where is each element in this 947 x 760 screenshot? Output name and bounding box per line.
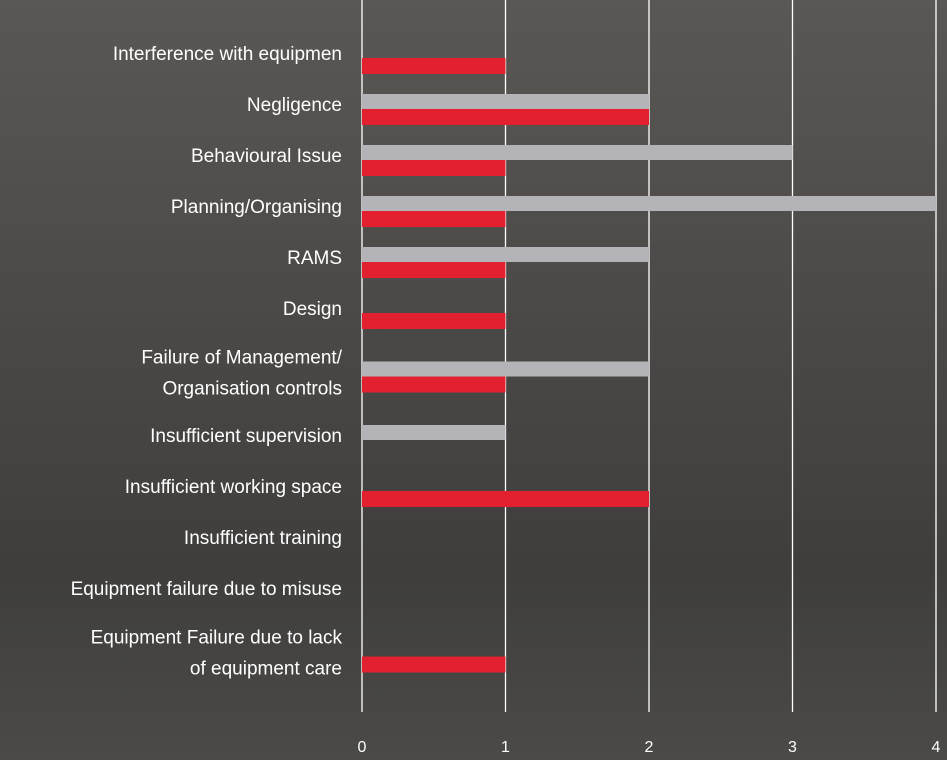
y-tick-label: Insufficient working space (125, 477, 342, 498)
y-tick-label: RAMS (287, 248, 342, 269)
x-tick-label: 0 (358, 739, 367, 756)
y-tick-label: Planning/Organising (171, 197, 342, 218)
y-tick-label: Negligence (247, 95, 342, 116)
y-tick-label: Organisation controls (162, 379, 342, 400)
x-tick-label: 2 (645, 739, 654, 756)
y-tick-label: Insufficient supervision (150, 426, 342, 447)
x-tick-label: 1 (501, 739, 510, 756)
bar (362, 109, 649, 125)
bar (362, 491, 649, 507)
x-tick-label: 3 (788, 739, 797, 756)
bar (362, 160, 506, 176)
bar (362, 58, 506, 74)
bar (362, 262, 506, 278)
x-tick-label: 4 (932, 739, 941, 756)
bar (362, 313, 506, 329)
bar (362, 425, 506, 440)
bar (362, 196, 936, 211)
bar (362, 376, 506, 393)
y-tick-label: Design (283, 299, 342, 320)
bar (362, 211, 506, 227)
bar (362, 247, 649, 262)
bar (362, 145, 793, 160)
bar (362, 361, 649, 377)
y-tick-label: Failure of Management/ (141, 348, 342, 369)
bar (362, 94, 649, 109)
y-tick-label: Insufficient training (184, 528, 342, 549)
y-tick-label: Equipment Failure due to lack (91, 628, 343, 649)
y-tick-label: of equipment care (190, 659, 342, 680)
y-tick-label: Interference with equipmen (113, 44, 342, 65)
y-tick-label: Equipment failure due to misuse (71, 579, 342, 600)
bar (362, 656, 506, 673)
y-tick-label: Behavioural Issue (191, 146, 342, 167)
